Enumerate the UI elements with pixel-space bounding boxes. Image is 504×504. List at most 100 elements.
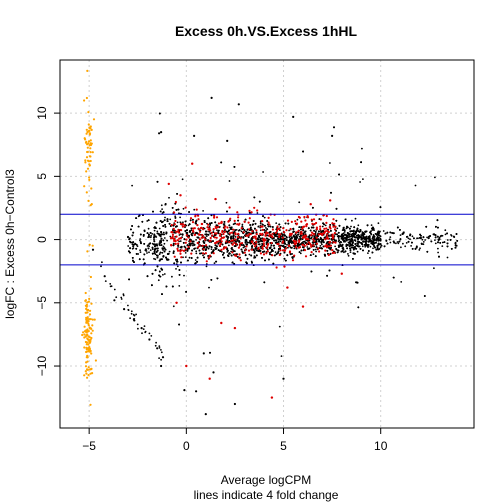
gene-point	[278, 223, 281, 226]
gene-point	[352, 230, 354, 233]
gene-point	[217, 232, 220, 235]
gene-point	[385, 240, 388, 242]
gene-point	[321, 243, 323, 246]
gene-point	[350, 233, 353, 236]
gene-point	[184, 252, 187, 254]
gene-point	[444, 233, 447, 236]
gene-point	[220, 161, 223, 164]
gene-point	[202, 254, 204, 257]
gene-point	[375, 238, 377, 241]
gene-point	[147, 244, 150, 247]
gene-point	[245, 230, 248, 233]
gene-point	[434, 239, 436, 242]
gene-point	[153, 238, 155, 241]
gene-point	[302, 240, 305, 243]
gene-point	[250, 242, 252, 245]
gene-point	[425, 225, 428, 228]
gene-point	[446, 232, 448, 235]
gene-point	[438, 236, 441, 239]
gene-point	[249, 226, 252, 229]
gene-point	[186, 244, 189, 247]
gene-point	[158, 347, 161, 349]
gene-point	[437, 238, 440, 241]
gene-point	[292, 231, 295, 233]
gene-point	[168, 222, 171, 225]
gene-point	[149, 232, 152, 234]
gene-point	[344, 250, 347, 253]
gene-point	[233, 263, 236, 265]
gene-point	[258, 235, 260, 238]
gene-point	[328, 247, 330, 249]
gene-point	[156, 247, 159, 250]
gene-point	[163, 219, 166, 222]
gene-point	[426, 250, 429, 253]
gene-point	[147, 227, 150, 230]
gene-point	[278, 238, 281, 241]
gene-point	[192, 218, 194, 221]
gene-point	[350, 225, 352, 228]
gene-point	[433, 267, 435, 270]
gene-point	[335, 207, 338, 210]
gene-point	[132, 247, 135, 250]
gene-point	[298, 201, 301, 204]
gene-point	[339, 243, 342, 246]
gene-point	[287, 246, 289, 249]
gene-point	[159, 275, 162, 278]
gene-point	[450, 248, 453, 250]
gene-point	[280, 355, 283, 357]
gene-point	[371, 251, 374, 254]
gene-point	[190, 233, 193, 236]
gene-point	[164, 225, 167, 228]
gene-point	[279, 237, 282, 240]
gene-point	[389, 236, 392, 239]
gene-point	[419, 237, 421, 239]
gene-point	[266, 228, 269, 231]
gene-point	[330, 230, 332, 232]
gene-point	[131, 225, 134, 227]
gene-point	[307, 248, 309, 250]
gene-point	[127, 250, 130, 253]
gene-point	[227, 232, 230, 235]
gene-point	[128, 278, 131, 281]
gene-point	[284, 243, 286, 245]
gene-point	[384, 232, 387, 235]
gene-point	[362, 249, 364, 252]
gene-point	[450, 235, 453, 237]
gene-point	[256, 212, 259, 214]
gene-point	[352, 235, 354, 238]
gene-point	[217, 229, 220, 232]
gene-point	[360, 161, 362, 164]
gene-point	[210, 248, 213, 251]
gene-point	[344, 233, 346, 236]
gene-point	[132, 259, 134, 262]
gene-point	[238, 240, 241, 243]
gene-point	[399, 234, 402, 237]
gene-point	[223, 221, 226, 223]
gene-point	[179, 233, 182, 236]
gene-point	[297, 242, 299, 245]
gene-point	[297, 233, 299, 236]
gene-point	[237, 219, 240, 222]
gene-point	[435, 225, 437, 228]
gene-point	[154, 245, 156, 248]
gene-point	[160, 267, 163, 270]
gene-point	[308, 235, 311, 238]
gene-point	[164, 216, 166, 219]
gene-point	[172, 224, 175, 227]
gene-point	[262, 171, 264, 173]
gene-point	[176, 265, 179, 268]
gene-point	[295, 235, 298, 237]
gene-point	[399, 229, 401, 231]
gene-point	[354, 239, 356, 242]
gene-point	[169, 235, 172, 238]
gene-point	[142, 258, 145, 261]
gene-point	[182, 256, 184, 259]
gene-point	[161, 251, 164, 254]
gene-point	[150, 234, 153, 237]
gene-point	[151, 246, 154, 249]
gene-point	[358, 245, 361, 248]
gene-point	[244, 242, 247, 244]
gene-point	[156, 232, 159, 235]
gene-point	[151, 284, 153, 287]
gene-point	[446, 242, 449, 245]
